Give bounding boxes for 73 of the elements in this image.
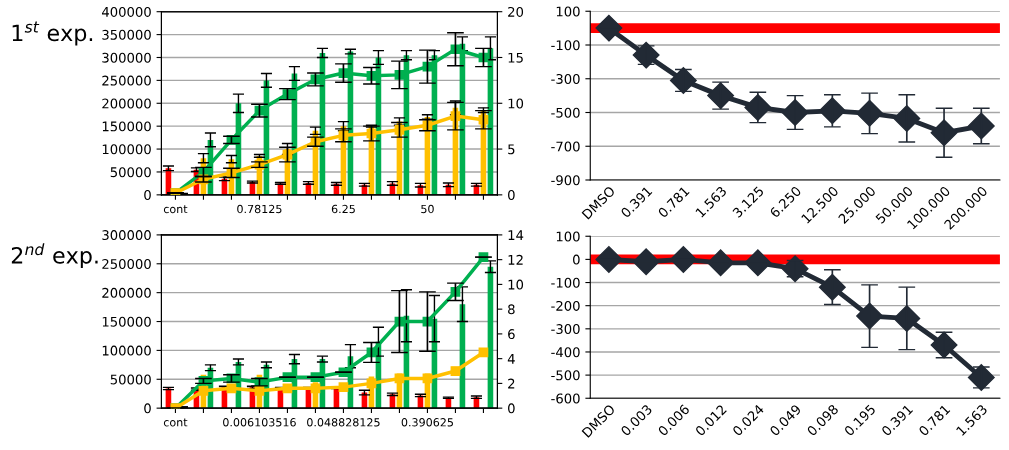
y2-tick-label: 15 [508, 52, 523, 63]
point [856, 99, 884, 127]
point [595, 14, 623, 42]
point [856, 302, 884, 330]
y-tick-label: 100 [556, 231, 580, 242]
x-tick-label: 0.78125 [237, 204, 282, 214]
y-tick-label: 50000 [110, 167, 151, 178]
x-tick-label: cont [163, 205, 188, 214]
y2-tick-label: 2 [508, 378, 515, 389]
y2-tick-label: 0 [508, 403, 515, 414]
point [707, 249, 735, 277]
y-tick-label: 50000 [110, 374, 151, 385]
y-tick-label: 100 [556, 6, 580, 17]
y2-tick-label: 4 [507, 354, 515, 364]
chart-title: 2$^{nd}$ exp. [11, 243, 98, 269]
y-tick-label: 0 [144, 403, 151, 414]
y-tick-label: -100 [551, 277, 580, 288]
y-tick-label: 300000 [102, 230, 151, 241]
y-tick-label: 400000 [101, 6, 151, 17]
y-tick-label: -200 [551, 300, 580, 311]
y-tick-label: -300 [551, 324, 580, 335]
y-tick-label: -600 [551, 393, 580, 404]
y-tick-label: 350000 [102, 29, 151, 40]
x-tick-label: 6.25 [331, 204, 355, 214]
y-tick-label: -500 [551, 107, 580, 118]
point [632, 248, 660, 276]
y-tick-label: 150000 [102, 316, 151, 327]
point [669, 245, 697, 273]
y2-tick-label: 12 [508, 254, 523, 265]
y2-tick-label: 14 [508, 230, 524, 240]
y-tick-label: -100 [551, 40, 580, 51]
point [595, 245, 623, 273]
x-tick-label: cont [163, 418, 188, 427]
y2-tick-label: 20 [508, 6, 524, 17]
y2-tick-label: 6 [508, 329, 515, 340]
y2-tick-label: 10 [508, 98, 524, 109]
y2-tick-label: 5 [508, 144, 515, 155]
y-tick-label: -900 [551, 175, 580, 186]
point [198, 385, 209, 396]
point [310, 383, 321, 394]
y-tick-label: 250000 [102, 259, 151, 269]
x-tick-label: 0.390625 [401, 418, 453, 427]
x-tick-label: 50 [421, 204, 434, 214]
point [226, 383, 237, 394]
y2-tick-label: 0 [508, 190, 515, 201]
y2-tick-label: 8 [508, 304, 515, 315]
y-tick-label: 100000 [102, 144, 151, 155]
point [781, 255, 809, 283]
point [282, 383, 293, 394]
y-tick-label: 250000 [102, 75, 151, 86]
y-tick-label: -300 [551, 73, 580, 84]
point [669, 66, 697, 94]
y-tick-label: -500 [551, 370, 580, 381]
x-tick-label: 0.048828125 [307, 418, 380, 427]
y-tick-label: 300000 [102, 52, 151, 63]
point [781, 99, 809, 126]
point [707, 82, 735, 110]
point [338, 382, 349, 392]
point [744, 93, 772, 121]
y-tick-label: 0 [144, 190, 151, 201]
y2-tick-label: 10 [508, 279, 524, 290]
y-tick-label: -700 [551, 141, 580, 152]
y-tick-label: -400 [551, 347, 580, 358]
point [744, 249, 772, 277]
point [450, 366, 461, 376]
y-tick-label: 100000 [102, 345, 151, 356]
y-tick-label: 0 [573, 254, 580, 265]
x-tick-label: 0.006103516 [223, 418, 296, 427]
chart-title: 1$^{st}$ exp. [12, 21, 93, 46]
point [967, 112, 995, 140]
y-tick-label: 200000 [102, 98, 151, 109]
y-tick-label: 150000 [102, 121, 151, 132]
y-tick-label: 200000 [102, 287, 151, 298]
